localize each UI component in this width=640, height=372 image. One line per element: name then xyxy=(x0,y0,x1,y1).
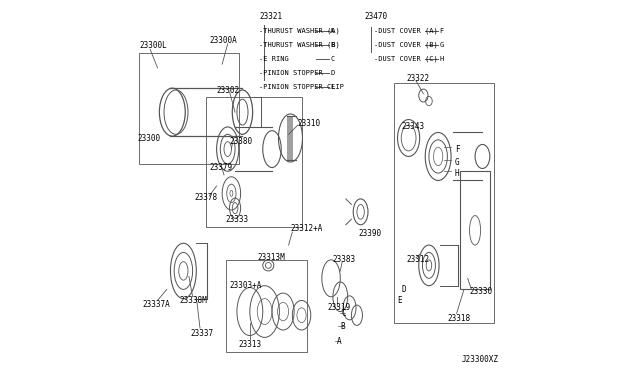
Text: 23380: 23380 xyxy=(230,137,253,146)
Text: -PINION STOPPER CLIP: -PINION STOPPER CLIP xyxy=(259,84,344,90)
Text: 23330: 23330 xyxy=(470,287,493,296)
Text: 23313: 23313 xyxy=(239,340,262,349)
Text: 23343: 23343 xyxy=(401,122,424,131)
Text: -THURUST WASHER (B): -THURUST WASHER (B) xyxy=(259,42,340,48)
Text: 23300A: 23300A xyxy=(209,36,237,45)
Text: 23303+A: 23303+A xyxy=(230,281,262,290)
Text: 23337A: 23337A xyxy=(143,300,170,309)
Text: -THURUST WASHER (A): -THURUST WASHER (A) xyxy=(259,28,340,34)
Bar xyxy=(139,53,239,164)
Text: D: D xyxy=(330,70,335,76)
Text: 23310: 23310 xyxy=(298,119,321,128)
Text: 23383: 23383 xyxy=(333,255,356,264)
Text: 23322: 23322 xyxy=(407,74,430,83)
Text: -DUST COVER (B): -DUST COVER (B) xyxy=(374,42,437,48)
Text: J23300XZ: J23300XZ xyxy=(462,355,499,364)
Text: C: C xyxy=(330,56,335,62)
Text: B: B xyxy=(330,42,335,48)
Text: 23302: 23302 xyxy=(216,86,240,94)
Text: 23378: 23378 xyxy=(195,193,218,202)
Text: -DUST COVER (A): -DUST COVER (A) xyxy=(374,28,437,34)
Text: 23312+A: 23312+A xyxy=(291,224,323,233)
Text: 23313M: 23313M xyxy=(257,253,285,263)
Text: 23338M: 23338M xyxy=(180,296,207,305)
Text: 23312: 23312 xyxy=(407,255,430,264)
Text: 23321: 23321 xyxy=(259,12,282,21)
Text: H: H xyxy=(439,56,444,62)
Text: F: F xyxy=(455,145,460,154)
Text: -E RING: -E RING xyxy=(259,56,289,62)
Text: 23300: 23300 xyxy=(137,134,161,142)
Text: A: A xyxy=(330,28,335,34)
Text: D: D xyxy=(401,285,406,294)
Text: 23318: 23318 xyxy=(447,314,470,323)
Bar xyxy=(460,171,490,289)
Text: 23337: 23337 xyxy=(191,329,214,338)
Text: A: A xyxy=(337,337,341,346)
Bar xyxy=(226,260,307,352)
Bar xyxy=(205,97,301,227)
Text: 23379: 23379 xyxy=(209,163,232,172)
Text: F: F xyxy=(439,28,444,34)
Bar xyxy=(394,83,493,323)
Text: E: E xyxy=(397,296,402,305)
Text: E: E xyxy=(330,84,335,90)
Text: -DUST COVER (C): -DUST COVER (C) xyxy=(374,56,437,62)
Text: 23319: 23319 xyxy=(328,303,351,312)
Text: G: G xyxy=(455,157,460,167)
Text: B: B xyxy=(340,322,345,331)
Text: 23333: 23333 xyxy=(226,215,249,224)
Text: H: H xyxy=(455,169,460,177)
Text: -PINION STOPPER: -PINION STOPPER xyxy=(259,70,323,76)
Text: 23300L: 23300L xyxy=(139,41,167,50)
Text: C: C xyxy=(341,309,346,318)
Text: G: G xyxy=(439,42,444,48)
Text: 23390: 23390 xyxy=(359,230,382,238)
Text: 23470: 23470 xyxy=(364,12,387,21)
